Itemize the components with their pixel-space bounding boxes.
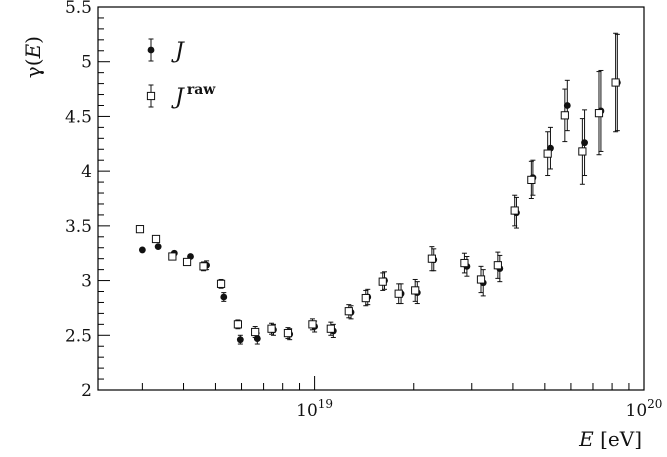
legend-label: J [171,39,185,64]
x-tick-label: 1020 [626,397,663,421]
y-axis-label: γ(E) [21,36,45,78]
data-point [283,328,293,338]
legend-entry: J [147,38,185,64]
data-point [168,252,177,261]
data-point [138,246,146,254]
data-point [220,293,228,301]
data-point [267,324,276,333]
data-point [563,102,571,109]
y-tick-label: 3 [81,272,92,292]
data-point [216,279,226,288]
data-point [154,243,162,251]
y-tick-label: 3.5 [65,217,92,237]
y-tick-label: 2.5 [65,326,92,346]
y-tick-label: 4 [81,162,92,182]
data-point [233,320,243,329]
data-point [182,257,192,267]
data-point [560,111,569,120]
data-point [361,293,370,303]
data-point [411,286,420,295]
data-point [460,258,469,268]
data-point [578,147,587,156]
data-point [135,225,145,234]
data-point [308,320,317,329]
data-point [594,109,604,118]
data-point [344,307,353,316]
y-tick-label: 5.5 [65,0,92,18]
legend-marker [147,46,155,54]
axis-ticks [98,6,645,391]
plot-frame [97,6,645,391]
data-point [493,261,502,270]
data-point [236,336,244,344]
y-tick-label: 4.5 [65,107,92,127]
data-point [427,254,436,263]
data-point [199,262,208,271]
data-point [611,78,620,87]
data-point [394,289,403,298]
data-point [527,175,536,184]
data-point [326,324,335,333]
series-layer [135,32,621,345]
axis-tick-labels: 2 2.5 3 3.5 4 4.5 5 5.5 1019 1020 [65,0,663,421]
data-point [510,206,519,215]
y-tick-label: 2 [81,381,92,401]
y-tick-label: 5 [81,53,92,73]
data-point [151,234,161,244]
legend: J J raw [146,38,216,110]
series-j [138,33,621,345]
data-point [543,149,552,158]
x-tick-label: 1019 [296,397,333,421]
data-point [251,327,260,337]
data-point [378,277,387,286]
x-axis-label: E [eV] [578,427,642,451]
legend-marker [146,91,156,101]
series-jraw [135,32,620,340]
data-point [476,275,486,284]
